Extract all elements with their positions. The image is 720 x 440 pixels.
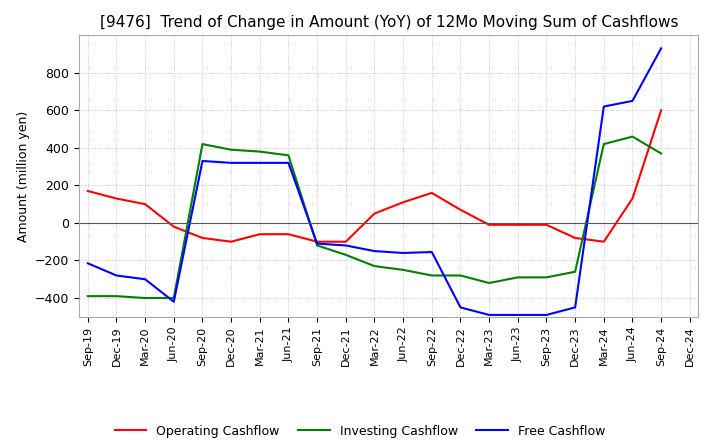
Investing Cashflow — [312, 243, 321, 248]
Free Cashflow — [169, 299, 178, 304]
Investing Cashflow — [169, 295, 178, 301]
Operating Cashflow — [456, 207, 465, 213]
Free Cashflow — [485, 312, 493, 318]
Operating Cashflow — [600, 239, 608, 244]
Free Cashflow — [84, 260, 92, 266]
Investing Cashflow — [542, 275, 551, 280]
Operating Cashflow — [284, 231, 293, 237]
Operating Cashflow — [312, 239, 321, 244]
Investing Cashflow — [657, 151, 665, 156]
Free Cashflow — [141, 277, 150, 282]
Free Cashflow — [600, 104, 608, 109]
Investing Cashflow — [370, 264, 379, 269]
Operating Cashflow — [198, 235, 207, 241]
Free Cashflow — [198, 158, 207, 164]
Investing Cashflow — [141, 295, 150, 301]
Investing Cashflow — [341, 252, 350, 257]
Free Cashflow — [112, 273, 121, 278]
Operating Cashflow — [485, 222, 493, 227]
Operating Cashflow — [84, 188, 92, 194]
Operating Cashflow — [657, 108, 665, 113]
Operating Cashflow — [542, 222, 551, 227]
Operating Cashflow — [169, 224, 178, 229]
Operating Cashflow — [370, 211, 379, 216]
Investing Cashflow — [284, 153, 293, 158]
Investing Cashflow — [628, 134, 636, 139]
Operating Cashflow — [141, 202, 150, 207]
Free Cashflow — [256, 160, 264, 165]
Operating Cashflow — [399, 200, 408, 205]
Free Cashflow — [227, 160, 235, 165]
Operating Cashflow — [256, 231, 264, 237]
Operating Cashflow — [112, 196, 121, 201]
Y-axis label: Amount (million yen): Amount (million yen) — [17, 110, 30, 242]
Free Cashflow — [341, 243, 350, 248]
Investing Cashflow — [256, 149, 264, 154]
Free Cashflow — [456, 305, 465, 310]
Free Cashflow — [370, 249, 379, 254]
Investing Cashflow — [571, 269, 580, 275]
Investing Cashflow — [456, 273, 465, 278]
Free Cashflow — [399, 250, 408, 256]
Investing Cashflow — [227, 147, 235, 152]
Line: Free Cashflow: Free Cashflow — [88, 48, 661, 315]
Free Cashflow — [571, 305, 580, 310]
Investing Cashflow — [600, 141, 608, 147]
Operating Cashflow — [428, 190, 436, 195]
Free Cashflow — [657, 46, 665, 51]
Investing Cashflow — [513, 275, 522, 280]
Title: [9476]  Trend of Change in Amount (YoY) of 12Mo Moving Sum of Cashflows: [9476] Trend of Change in Amount (YoY) o… — [99, 15, 678, 30]
Free Cashflow — [428, 249, 436, 255]
Investing Cashflow — [84, 293, 92, 299]
Legend: Operating Cashflow, Investing Cashflow, Free Cashflow: Operating Cashflow, Investing Cashflow, … — [110, 420, 610, 440]
Investing Cashflow — [112, 293, 121, 299]
Free Cashflow — [312, 241, 321, 246]
Investing Cashflow — [198, 141, 207, 147]
Line: Operating Cashflow: Operating Cashflow — [88, 110, 661, 242]
Operating Cashflow — [227, 239, 235, 244]
Free Cashflow — [284, 160, 293, 165]
Line: Investing Cashflow: Investing Cashflow — [88, 136, 661, 298]
Free Cashflow — [513, 312, 522, 318]
Investing Cashflow — [428, 273, 436, 278]
Operating Cashflow — [513, 222, 522, 227]
Investing Cashflow — [399, 267, 408, 272]
Investing Cashflow — [485, 280, 493, 286]
Free Cashflow — [542, 312, 551, 318]
Operating Cashflow — [571, 235, 580, 241]
Free Cashflow — [628, 98, 636, 103]
Operating Cashflow — [341, 239, 350, 244]
Operating Cashflow — [628, 196, 636, 201]
